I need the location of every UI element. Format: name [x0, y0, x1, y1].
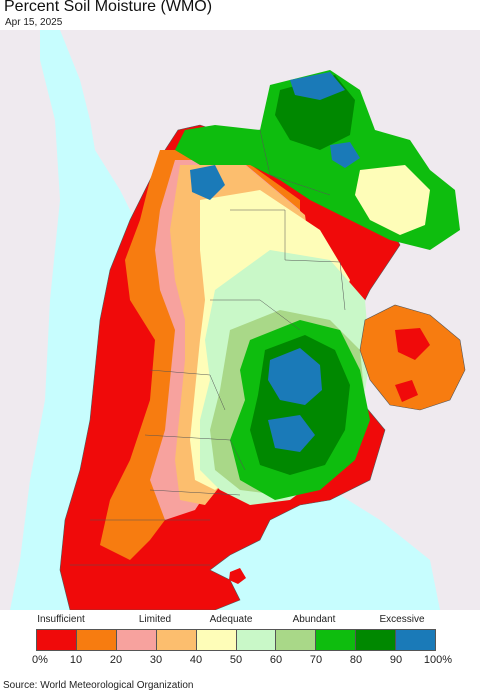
legend-swatch-9	[396, 630, 436, 650]
uruguay-red-2	[395, 380, 418, 402]
zone-paraguay-yellow	[355, 165, 430, 235]
source-credit: Source: World Meteorological Organizatio…	[3, 680, 194, 691]
province-borders	[70, 129, 346, 566]
legend-tick-9: 90	[389, 654, 403, 666]
legend-swatch-8	[356, 630, 397, 650]
legend-tick-0: 0%	[32, 654, 48, 666]
legend-tick-3: 30	[149, 654, 163, 666]
uruguay-red	[395, 328, 430, 360]
legend-tick-7: 70	[309, 654, 323, 666]
legend-tick-5: 50	[229, 654, 243, 666]
legend-tick-8: 80	[349, 654, 363, 666]
legend-tick-6: 60	[269, 654, 283, 666]
zone-excessive-2	[268, 415, 315, 452]
legend-swatch-7	[316, 630, 357, 650]
legend-swatch-0	[37, 630, 77, 650]
legend-swatch-6	[276, 630, 317, 650]
zone-north-blue	[290, 72, 345, 100]
zone-excessive-1	[268, 348, 322, 405]
island	[229, 568, 246, 584]
legend-category-limited: Limited	[138, 614, 172, 625]
map-date: Apr 15, 2025	[5, 17, 63, 28]
legend-swatch-2	[116, 630, 157, 650]
legend-tick-10: 100%	[423, 654, 453, 666]
legend-tick-4: 40	[189, 654, 203, 666]
legend-category-excessive: Excessive	[379, 614, 425, 625]
legend-swatch-4	[196, 630, 237, 650]
legend-category-abundant: Abundant	[292, 614, 336, 625]
legend-tick-2: 20	[109, 654, 123, 666]
legend-swatch-3	[156, 630, 197, 650]
zone-nw-blue	[190, 165, 225, 200]
legend-category-adequate: Adequate	[209, 614, 253, 625]
legend-category-insufficient: Insufficient	[37, 614, 85, 625]
legend-tick-1: 10	[69, 654, 83, 666]
legend-color-bar	[36, 629, 436, 651]
soil-moisture-map	[0, 30, 480, 610]
map-title: Percent Soil Moisture (WMO)	[4, 0, 213, 15]
legend-swatch-1	[76, 630, 117, 650]
zone-north-blue-2	[330, 142, 360, 168]
legend-swatch-5	[236, 630, 277, 650]
legend: Insufficient Limited Adequate Abundant E…	[0, 612, 480, 672]
